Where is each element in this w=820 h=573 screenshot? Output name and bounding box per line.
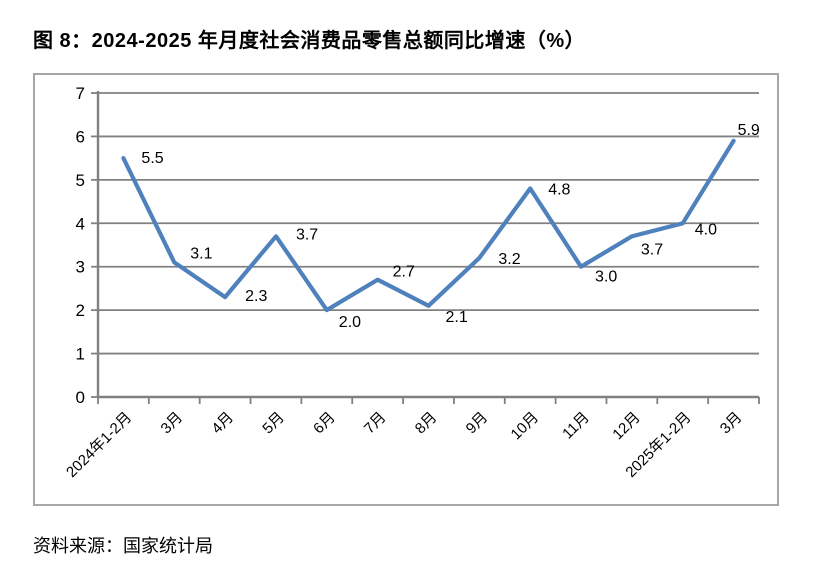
data-label: 4.8 bbox=[548, 182, 570, 199]
data-label: 2.1 bbox=[446, 309, 468, 326]
y-tick-label: 3 bbox=[76, 258, 85, 277]
chart-frame: 0 1 2 3 4 5 6 7 2024年1-2月 3月 4月 5月 6月 7月 8月 9月 10月 11月 12月… bbox=[33, 73, 779, 506]
x-category-label: 10月 bbox=[508, 409, 542, 443]
data-label: 3.2 bbox=[498, 251, 520, 268]
source-note: 资料来源：国家统计局 bbox=[33, 536, 213, 556]
retail-sales-growth-line-chart: 0 1 2 3 4 5 6 7 2024年1-2月 3月 4月 5月 6月 7月 8月 9月 10月 11月 12月… bbox=[63, 84, 760, 481]
y-tick-label: 2 bbox=[76, 301, 85, 320]
data-label: 2.0 bbox=[339, 314, 361, 331]
data-label: 2.3 bbox=[245, 288, 267, 305]
y-tick-label: 7 bbox=[76, 84, 85, 103]
x-category-label: 5月 bbox=[259, 409, 288, 438]
data-label: 3.1 bbox=[190, 245, 212, 262]
x-category-label: 7月 bbox=[361, 409, 390, 438]
x-category-label: 9月 bbox=[463, 409, 492, 438]
x-category-label: 12月 bbox=[609, 409, 643, 443]
y-tick-label: 4 bbox=[76, 214, 85, 233]
data-label: 5.9 bbox=[738, 122, 760, 139]
data-label: 3.0 bbox=[595, 269, 617, 286]
data-label: 5.5 bbox=[141, 150, 163, 167]
x-category-label: 3月 bbox=[158, 409, 187, 438]
y-tick-label: 0 bbox=[76, 388, 85, 407]
data-label: 3.7 bbox=[296, 226, 318, 243]
x-category-label: 3月 bbox=[717, 409, 746, 438]
series-line bbox=[121, 138, 736, 313]
x-category-label: 6月 bbox=[310, 409, 339, 438]
x-category-label: 11月 bbox=[559, 409, 593, 443]
x-category-label: 4月 bbox=[208, 409, 237, 438]
x-category-label: 8月 bbox=[412, 409, 441, 438]
data-label: 4.0 bbox=[695, 221, 717, 238]
data-label: 3.7 bbox=[641, 241, 663, 258]
y-tick-label: 6 bbox=[76, 127, 85, 146]
data-label: 2.7 bbox=[393, 264, 415, 281]
y-tick-label: 1 bbox=[76, 345, 85, 364]
figure-title: 图 8：2024-2025 年月度社会消费品零售总额同比增速（%） bbox=[33, 30, 586, 52]
y-tick-label: 5 bbox=[76, 171, 85, 190]
x-category-label: 2024年1-2月 bbox=[63, 409, 135, 481]
